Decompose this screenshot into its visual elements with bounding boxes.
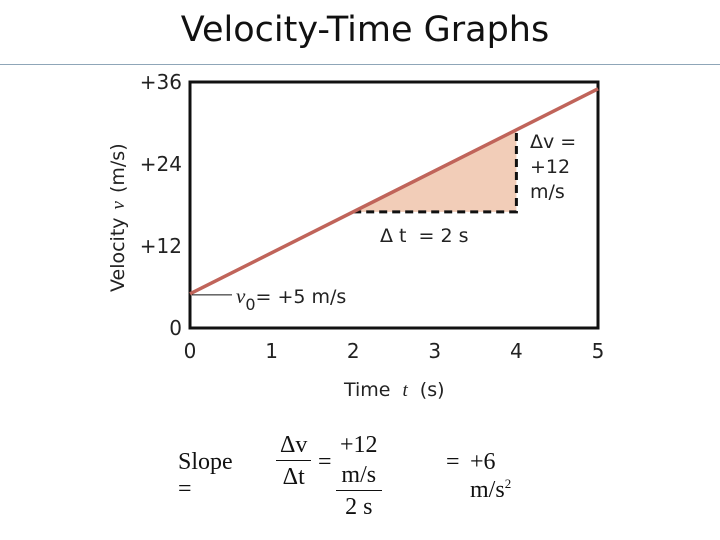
formula-fraction-delta: Δv Δt	[276, 430, 312, 493]
y-tick-label: +24	[140, 152, 182, 176]
y-tick-label: 0	[169, 316, 182, 340]
y-tick-label: +36	[140, 70, 182, 94]
formula-equals-1: =	[318, 449, 332, 475]
x-axis-label: Time t (s)	[343, 379, 445, 401]
x-tick-labels: 0 1 2 3 4 5	[184, 339, 605, 363]
formula-frac1-denominator: Δt	[282, 464, 305, 490]
y-tick-labels: 0 +12 +24 +36	[140, 70, 182, 340]
formula-fraction-values: +12 m/s 2 s	[336, 430, 382, 523]
slope-triangle-dashes	[353, 129, 518, 214]
x-tick-label: 3	[428, 339, 441, 363]
delta-t-annotation: Δ t = 2 s	[380, 225, 469, 247]
x-tick-label: 4	[510, 339, 523, 363]
slide-title: Velocity-Time Graphs	[180, 10, 550, 50]
x-tick-label: 0	[184, 339, 197, 363]
formula-result: +6 m/s2	[470, 449, 512, 503]
y-tick-label: +12	[140, 234, 182, 258]
delta-v-annotation: Δv = +12 m/s	[530, 131, 582, 203]
formula-frac2-numerator: +12 m/s	[336, 430, 382, 491]
x-tick-label: 2	[347, 339, 360, 363]
formula-frac2-denominator: 2 s	[345, 494, 373, 520]
v0-annotation: v0= +5 m/s	[236, 284, 346, 314]
y-axis-label: Velocityv(m/s)	[107, 143, 129, 292]
velocity-line	[189, 87, 599, 296]
formula-slope-label: Slope =	[178, 449, 233, 502]
velocity-time-chart: 0 1 2 3 4 5 0 +12 +24 +36 Time t (s) Velocityv(m/s…	[107, 70, 605, 401]
x-tick-label: 1	[265, 339, 278, 363]
x-tick-label: 5	[592, 339, 605, 363]
formula-equals-2: =	[446, 449, 460, 475]
formula-frac1-numerator: Δv	[276, 430, 312, 461]
title-divider	[0, 64, 720, 65]
